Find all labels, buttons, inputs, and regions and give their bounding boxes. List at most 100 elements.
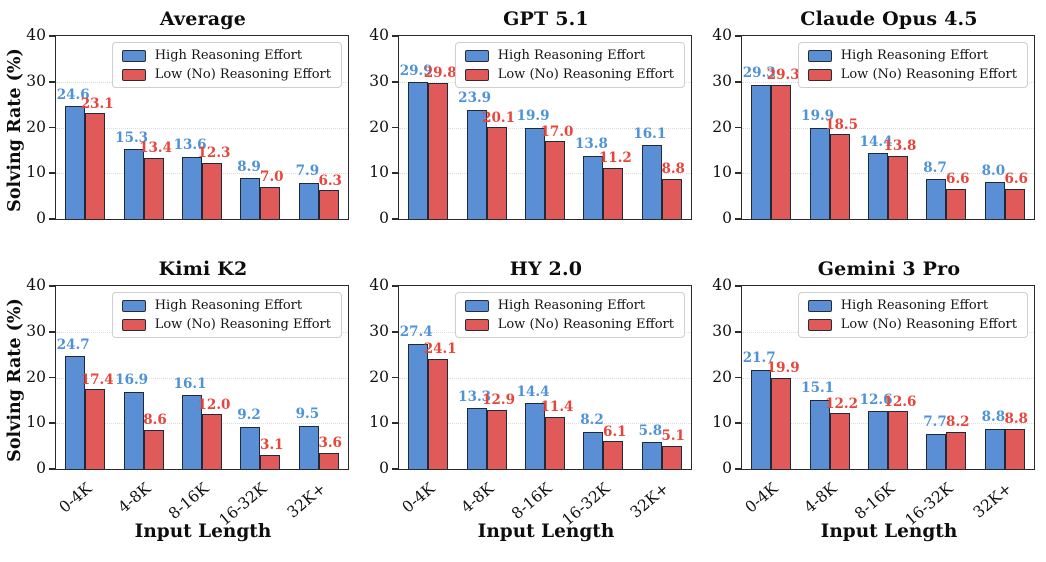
bar-value-label: 8.9 <box>237 158 261 175</box>
bar-low-reasoning <box>946 188 967 219</box>
bar-value-label: 3.1 <box>260 437 284 454</box>
legend: High Reasoning Effort Low (No) Reasoning … <box>454 292 685 338</box>
y-tick-label: 20 <box>26 117 46 136</box>
panel-hy-2-0: HY 2.0 High Reasoning Effort Low (No) Rea… <box>360 244 703 562</box>
bar-high-reasoning <box>868 411 888 469</box>
bar-high-reasoning <box>240 426 261 469</box>
bar-high-reasoning <box>65 356 86 469</box>
bar-value-label: 15.3 <box>115 129 149 146</box>
bar-high-reasoning <box>525 127 545 219</box>
plot-area: High Reasoning Effort Low (No) Reasoning … <box>26 277 349 475</box>
panel-kimi-k2: Solving Rate (%) Kimi K2 High Reasoning … <box>0 244 360 562</box>
y-tick-mark <box>49 172 55 175</box>
y-tick-label: 20 <box>369 367 389 386</box>
y-tick-mark <box>392 126 398 129</box>
plot-area: High Reasoning Effort Low (No) Reasoning … <box>369 277 692 475</box>
plot-area: High Reasoning Effort Low (No) Reasoning … <box>712 27 1035 225</box>
bar-value-label: 23.9 <box>458 90 492 107</box>
bar-high-reasoning <box>65 106 86 219</box>
chart-title: HY 2.0 <box>509 258 583 280</box>
y-tick-mark <box>392 35 398 37</box>
bar-value-label: 13.6 <box>173 137 207 154</box>
bar-value-label: 8.8 <box>1004 411 1028 428</box>
legend-item-label: Low (No) Reasoning Effort <box>154 317 331 332</box>
bar-value-label: 15.1 <box>801 380 835 397</box>
bar-high-reasoning <box>408 343 429 469</box>
bar-value-label: 9.5 <box>295 406 320 423</box>
y-tick-label: 0 <box>722 458 732 477</box>
y-tick-mark <box>392 330 398 333</box>
bar-value-label: 8.6 <box>143 412 167 429</box>
bar-value-label: 12.6 <box>859 391 893 408</box>
legend-swatch <box>121 68 146 81</box>
bar-value-label: 5.1 <box>661 428 685 445</box>
bar-low-reasoning <box>661 445 682 469</box>
legend-item-label: High Reasoning Effort <box>154 298 303 313</box>
y-tick-label: 20 <box>369 117 389 136</box>
bar-high-reasoning <box>182 156 202 219</box>
bar-value-label: 24.7 <box>56 336 90 353</box>
legend: High Reasoning Effort Low (No) Reasoning … <box>797 292 1028 338</box>
y-tick-mark <box>49 218 55 220</box>
bar-value-label: 9.2 <box>237 407 261 424</box>
plot-area: High Reasoning Effort Low (No) Reasoning … <box>369 27 692 225</box>
bar-value-label: 7.0 <box>260 169 284 186</box>
legend-swatch <box>807 299 832 312</box>
bar-low-reasoning <box>829 134 850 219</box>
bar-value-label: 29.9 <box>399 62 433 79</box>
bar-value-label: 29.3 <box>742 65 776 82</box>
bar-value-label: 21.7 <box>742 350 776 367</box>
legend-item-label: High Reasoning Effort <box>840 298 989 313</box>
legend: High Reasoning Effort Low (No) Reasoning … <box>797 42 1028 88</box>
y-tick-label: 10 <box>712 413 732 432</box>
legend-swatch <box>464 49 489 62</box>
bar-value-label: 18.5 <box>825 116 859 133</box>
bar-value-label: 13.3 <box>458 388 492 405</box>
bar-value-label: 7.9 <box>295 163 320 180</box>
bar-value-label: 14.4 <box>516 383 550 400</box>
bar-value-label: 7.7 <box>923 414 947 431</box>
x-tick-label: 8-16K <box>508 479 556 523</box>
legend: High Reasoning Effort Low (No) Reasoning … <box>111 42 342 88</box>
x-tick-label: 32K+ <box>283 479 330 522</box>
y-tick-mark <box>49 376 55 379</box>
y-tick-mark <box>49 35 55 37</box>
bar-value-label: 19.9 <box>516 108 550 125</box>
bar-high-reasoning <box>751 84 772 219</box>
legend-swatch <box>464 68 489 81</box>
gridline <box>56 377 348 379</box>
y-tick-label: 20 <box>712 367 732 386</box>
bar-low-reasoning <box>260 454 281 469</box>
legend-item-label: High Reasoning Effort <box>840 48 989 63</box>
bar-high-reasoning <box>182 395 202 469</box>
y-tick-mark <box>735 35 741 37</box>
bar-value-label: 11.2 <box>598 150 632 167</box>
bar-low-reasoning <box>829 413 850 469</box>
bar-high-reasoning <box>984 428 1005 469</box>
y-tick-mark <box>49 468 55 470</box>
bar-high-reasoning <box>298 182 319 219</box>
bar-high-reasoning <box>926 433 947 469</box>
bar-high-reasoning <box>583 155 604 219</box>
legend-swatch <box>807 318 832 331</box>
bar-high-reasoning <box>984 182 1005 219</box>
y-tick-label: 30 <box>369 71 389 90</box>
bar-value-label: 11.4 <box>540 399 574 416</box>
bar-low-reasoning <box>260 186 281 219</box>
y-tick-label: 40 <box>712 25 732 44</box>
legend-item-label: Low (No) Reasoning Effort <box>497 67 674 82</box>
x-tick-labels: 0-4K 4-8K 8-16K 16-32K 32K+ <box>742 470 1035 529</box>
x-tick-label: 8-16K <box>165 479 213 523</box>
bar-value-label: 12.2 <box>825 395 859 412</box>
bar-high-reasoning <box>240 178 261 219</box>
gridline <box>399 377 691 379</box>
bar-value-label: 12.9 <box>482 392 516 409</box>
bar-value-label: 20.1 <box>482 109 516 126</box>
y-tick-mark <box>735 80 741 83</box>
bar-high-reasoning <box>583 431 604 469</box>
y-tick-label: 30 <box>712 71 732 90</box>
plot-area: High Reasoning Effort Low (No) Reasoning … <box>26 27 349 225</box>
bar-value-label: 17.0 <box>540 123 574 140</box>
y-tick-label: 30 <box>26 71 46 90</box>
